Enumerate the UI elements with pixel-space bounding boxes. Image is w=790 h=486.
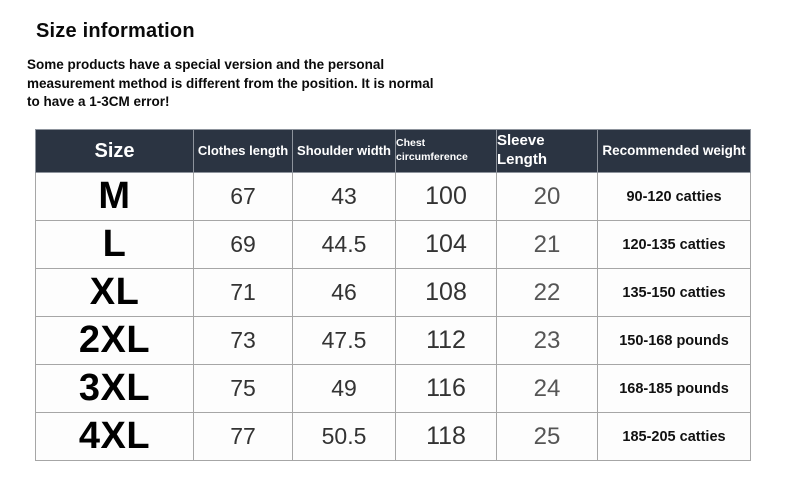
shoulder-width-cell: 49: [292, 364, 396, 413]
chest-circumference-cell: 108: [395, 268, 497, 317]
chest-circumference-cell: 118: [395, 412, 497, 461]
recommended-weight-cell: 185-205 catties: [597, 412, 751, 461]
sleeve-length-cell: 20: [496, 172, 598, 221]
size-table: Size Clothes length Shoulder width Chest…: [35, 129, 751, 461]
table-row-3xl: 3XL 75 49 116 24 168-185 pounds: [35, 364, 751, 413]
clothes-length-cell: 73: [193, 316, 293, 365]
col-header-clothes-length: Clothes length: [193, 129, 293, 173]
size-cell: 2XL: [35, 316, 194, 365]
sleeve-length-cell: 25: [496, 412, 598, 461]
shoulder-width-cell: 50.5: [292, 412, 396, 461]
clothes-length-cell: 75: [193, 364, 293, 413]
chest-circumference-cell: 116: [395, 364, 497, 413]
chest-circumference-cell: 104: [395, 220, 497, 269]
sleeve-length-cell: 24: [496, 364, 598, 413]
col-header-sleeve-length-label: Sleeve Length: [497, 132, 547, 168]
chest-circumference-cell: 112: [395, 316, 497, 365]
table-row-l: L 69 44.5 104 21 120-135 catties: [35, 220, 751, 269]
sleeve-length-cell: 21: [496, 220, 598, 269]
chest-circumference-cell: 100: [395, 172, 497, 221]
col-header-recommended-weight-label: Recommended weight: [602, 142, 746, 158]
size-cell: L: [35, 220, 194, 269]
recommended-weight-cell: 135-150 catties: [597, 268, 751, 317]
recommended-weight-cell: 120-135 catties: [597, 220, 751, 269]
col-header-sleeve-length: Sleeve Length: [496, 129, 598, 173]
clothes-length-cell: 67: [193, 172, 293, 221]
clothes-length-cell: 71: [193, 268, 293, 317]
table-row-4xl: 4XL 77 50.5 118 25 185-205 catties: [35, 412, 751, 461]
clothes-length-cell: 69: [193, 220, 293, 269]
col-header-shoulder-width-label: Shoulder width: [297, 143, 391, 158]
page-title: Size information: [36, 20, 195, 42]
recommended-weight-cell: 90-120 catties: [597, 172, 751, 221]
table-row-2xl: 2XL 73 47.5 112 23 150-168 pounds: [35, 316, 751, 365]
shoulder-width-cell: 46: [292, 268, 396, 317]
col-header-shoulder-width: Shoulder width: [292, 129, 396, 173]
shoulder-width-cell: 44.5: [292, 220, 396, 269]
measurement-disclaimer-note: Some products have a special version and…: [27, 57, 434, 109]
table-row-m: M 67 43 100 20 90-120 catties: [35, 172, 751, 221]
col-header-size: Size: [35, 129, 194, 173]
col-header-chest-circumference: Chest circumference: [395, 129, 497, 173]
clothes-length-cell: 77: [193, 412, 293, 461]
sleeve-length-cell: 22: [496, 268, 598, 317]
col-header-size-label: Size: [94, 139, 135, 162]
col-header-chest-circumference-label: Chest circumference: [396, 137, 468, 163]
shoulder-width-cell: 43: [292, 172, 396, 221]
col-header-recommended-weight: Recommended weight: [597, 129, 751, 173]
table-header-row: Size Clothes length Shoulder width Chest…: [35, 129, 751, 173]
recommended-weight-cell: 150-168 pounds: [597, 316, 751, 365]
table-row-xl: XL 71 46 108 22 135-150 catties: [35, 268, 751, 317]
size-cell: XL: [35, 268, 194, 317]
size-cell: 4XL: [35, 412, 194, 461]
size-cell: 3XL: [35, 364, 194, 413]
col-header-clothes-length-label: Clothes length: [197, 143, 289, 158]
sleeve-length-cell: 23: [496, 316, 598, 365]
size-cell: M: [35, 172, 194, 221]
recommended-weight-cell: 168-185 pounds: [597, 364, 751, 413]
shoulder-width-cell: 47.5: [292, 316, 396, 365]
